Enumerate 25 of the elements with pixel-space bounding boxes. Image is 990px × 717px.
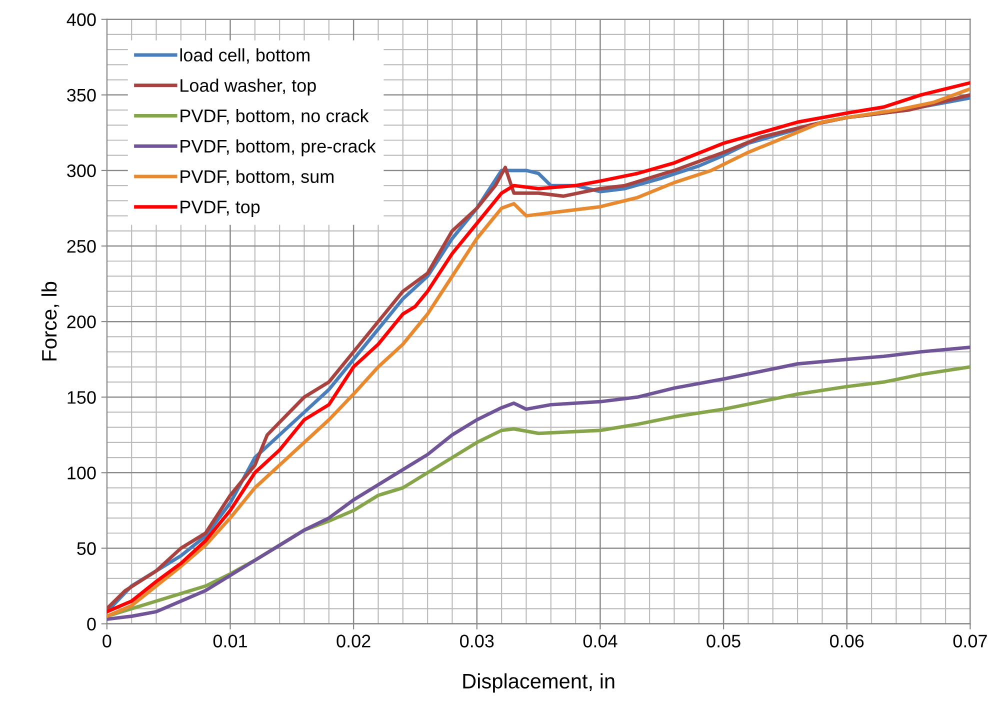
x-tick-label: 0.05 <box>706 634 740 648</box>
y-tick-label: 350 <box>67 88 96 102</box>
legend-label: PVDF, bottom, no crack <box>180 108 369 124</box>
legend-label: PVDF, top <box>180 200 260 217</box>
y-tick-label: 150 <box>68 391 96 404</box>
x-tick-label: 0.06 <box>830 634 864 648</box>
y-axis-title: Force, lb <box>41 282 60 360</box>
x-tick-label: 0.07 <box>953 634 987 648</box>
x-tick-label: 0.01 <box>213 634 247 648</box>
legend-label: PVDF, bottom, sum <box>180 170 334 186</box>
y-tick-label: 100 <box>68 466 96 480</box>
legend-label: load cell, bottom <box>180 48 310 64</box>
y-tick-label: 50 <box>77 542 96 555</box>
y-tick-label: 300 <box>67 164 96 178</box>
legend-label: Load washer, top <box>180 78 316 96</box>
x-axis-title: Displacement, in <box>463 673 614 693</box>
x-tick-label: 0.02 <box>336 634 370 648</box>
y-tick-label: 200 <box>67 316 96 328</box>
y-tick-label: 400 <box>66 13 96 26</box>
legend-label: PVDF, bottom, pre-crack <box>180 139 376 156</box>
x-tick-label: 0.03 <box>460 634 494 648</box>
y-tick-label: 250 <box>67 240 96 253</box>
y-tick-label: 0 <box>87 618 96 631</box>
x-tick-label: 0 <box>102 634 112 648</box>
x-tick-label: 0.04 <box>583 634 618 648</box>
